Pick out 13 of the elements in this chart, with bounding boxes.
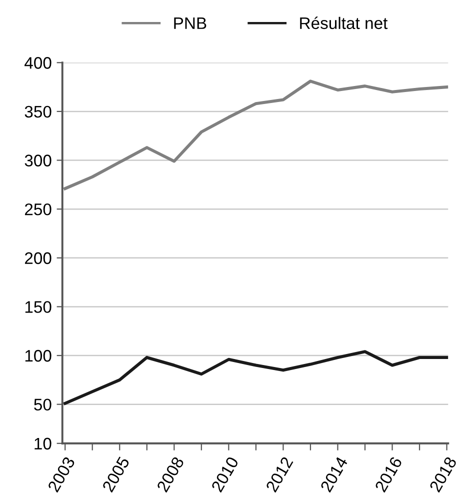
legend-label: Résultat net xyxy=(300,16,388,30)
y-tick-label: 350 xyxy=(24,106,52,118)
y-tick-label: 200 xyxy=(24,252,52,264)
legend-label: PNB xyxy=(174,17,206,29)
y-tick-label: 50 xyxy=(34,398,52,411)
line-series xyxy=(64,350,448,405)
y-tick-label: 300 xyxy=(24,154,52,166)
line-series xyxy=(64,80,448,190)
y-tick-label: 10 xyxy=(34,438,52,450)
y-tick-label: 100 xyxy=(25,350,52,362)
y-tick-label: 250 xyxy=(24,203,52,216)
y-tick-label: 400 xyxy=(24,57,52,69)
y-tick-label: 150 xyxy=(25,301,52,313)
